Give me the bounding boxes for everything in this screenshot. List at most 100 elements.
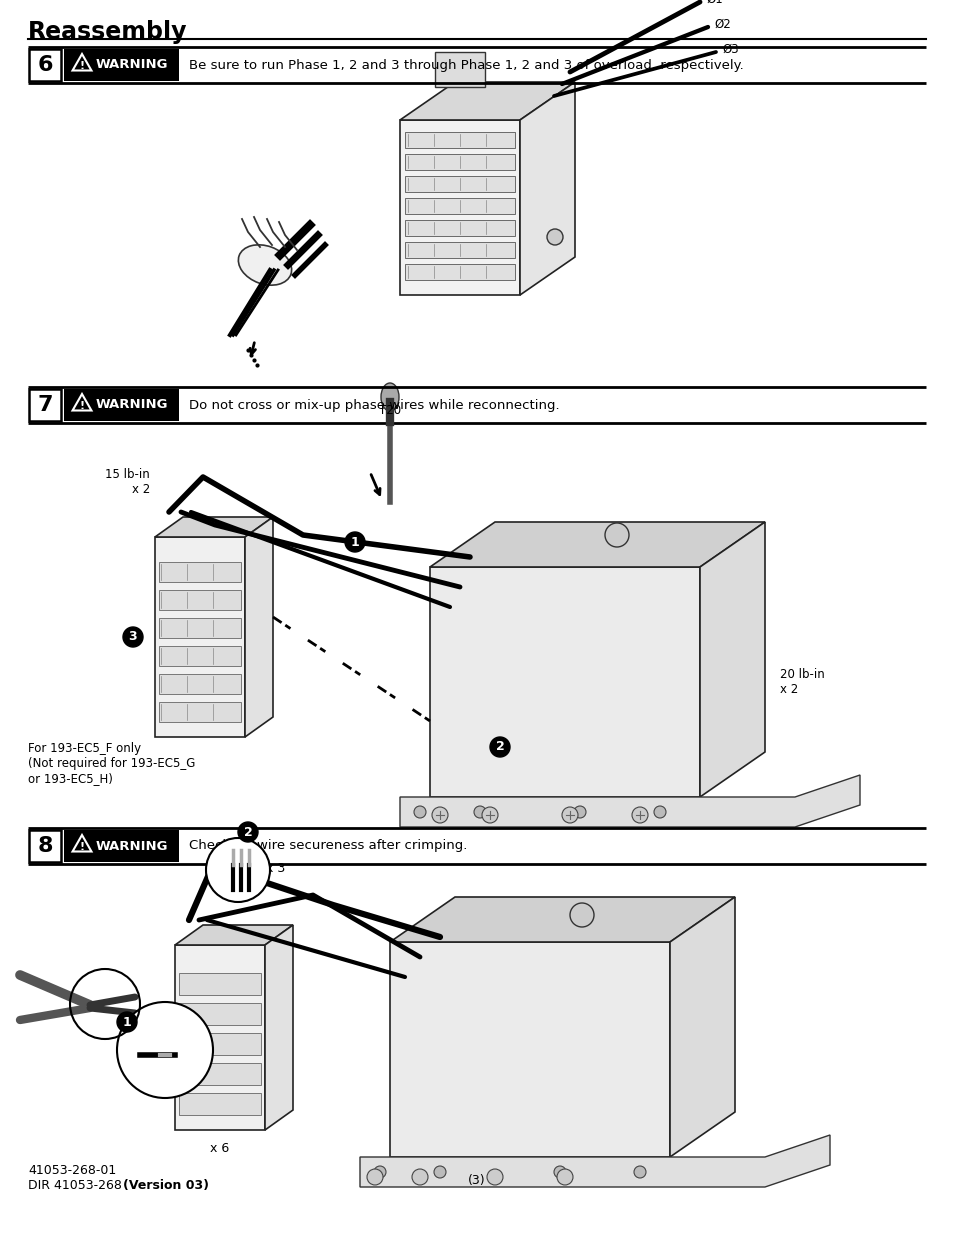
FancyBboxPatch shape (159, 646, 241, 666)
Circle shape (490, 737, 510, 757)
FancyBboxPatch shape (405, 177, 515, 191)
Text: Ø3: Ø3 (721, 42, 738, 56)
Circle shape (634, 1166, 645, 1178)
Text: DIR 41053-268: DIR 41053-268 (28, 1179, 126, 1192)
Text: x 6: x 6 (211, 1141, 230, 1155)
Text: T20: T20 (378, 404, 400, 417)
FancyBboxPatch shape (179, 973, 261, 995)
Circle shape (474, 806, 485, 818)
Text: (Version 03): (Version 03) (123, 1179, 209, 1192)
Circle shape (604, 522, 628, 547)
FancyBboxPatch shape (29, 49, 61, 82)
FancyBboxPatch shape (64, 389, 179, 421)
FancyBboxPatch shape (405, 264, 515, 280)
FancyBboxPatch shape (179, 1003, 261, 1025)
Text: Be sure to run Phase 1, 2 and 3 through Phase 1, 2 and 3 of overload, respective: Be sure to run Phase 1, 2 and 3 through … (189, 58, 743, 72)
Text: 41053-268-01: 41053-268-01 (28, 1165, 116, 1177)
Polygon shape (430, 522, 764, 567)
Ellipse shape (238, 245, 292, 285)
Text: Ø1: Ø1 (705, 0, 722, 5)
Circle shape (345, 532, 365, 552)
FancyBboxPatch shape (435, 52, 484, 86)
Polygon shape (174, 945, 265, 1130)
Text: 8: 8 (37, 836, 52, 856)
Polygon shape (399, 82, 575, 120)
FancyBboxPatch shape (159, 701, 241, 722)
Circle shape (546, 228, 562, 245)
Polygon shape (72, 835, 91, 851)
Text: !: ! (79, 842, 85, 852)
FancyBboxPatch shape (159, 674, 241, 694)
Text: Do not cross or mix-up phase wires while reconnecting.: Do not cross or mix-up phase wires while… (189, 399, 559, 411)
Polygon shape (669, 897, 734, 1157)
Circle shape (569, 903, 594, 927)
Text: (3): (3) (468, 1174, 485, 1187)
Polygon shape (390, 897, 734, 942)
FancyBboxPatch shape (179, 1032, 261, 1055)
FancyBboxPatch shape (64, 830, 179, 862)
Text: 20 lb-in
x 2: 20 lb-in x 2 (780, 668, 824, 697)
Polygon shape (72, 394, 91, 410)
Polygon shape (519, 82, 575, 295)
Text: 1: 1 (351, 536, 359, 548)
FancyBboxPatch shape (159, 590, 241, 610)
Polygon shape (430, 567, 700, 797)
Circle shape (237, 823, 257, 842)
FancyBboxPatch shape (405, 242, 515, 258)
Circle shape (374, 1166, 386, 1178)
Circle shape (654, 806, 665, 818)
Circle shape (117, 1011, 137, 1032)
Polygon shape (399, 776, 859, 827)
Polygon shape (399, 120, 519, 295)
Polygon shape (154, 537, 245, 737)
Text: Check for wire secureness after crimping.: Check for wire secureness after crimping… (189, 840, 467, 852)
Polygon shape (265, 925, 293, 1130)
Ellipse shape (380, 383, 398, 411)
Text: !: ! (79, 61, 85, 70)
FancyBboxPatch shape (159, 562, 241, 582)
FancyBboxPatch shape (64, 49, 179, 82)
Text: 3: 3 (129, 631, 137, 643)
Polygon shape (390, 942, 669, 1157)
FancyBboxPatch shape (405, 220, 515, 236)
Text: !: ! (79, 401, 85, 411)
FancyBboxPatch shape (405, 154, 515, 170)
Text: 6: 6 (37, 56, 52, 75)
Text: WARNING: WARNING (95, 840, 168, 852)
Text: .6 in
(15mm): .6 in (15mm) (141, 1009, 183, 1030)
Polygon shape (359, 1135, 829, 1187)
Circle shape (561, 806, 578, 823)
Circle shape (481, 806, 497, 823)
Text: WARNING: WARNING (95, 399, 168, 411)
FancyBboxPatch shape (405, 198, 515, 214)
FancyBboxPatch shape (405, 132, 515, 148)
Text: Reassembly: Reassembly (28, 20, 188, 44)
Circle shape (574, 806, 585, 818)
Circle shape (412, 1170, 428, 1186)
Circle shape (206, 839, 270, 902)
Circle shape (123, 627, 143, 647)
FancyBboxPatch shape (179, 1063, 261, 1086)
Text: 2: 2 (243, 825, 253, 839)
Circle shape (434, 1166, 446, 1178)
Circle shape (367, 1170, 382, 1186)
Text: For 193-EC5_F only
(Not required for 193-EC5_G
or 193-EC5_H): For 193-EC5_F only (Not required for 193… (28, 742, 195, 785)
FancyBboxPatch shape (29, 830, 61, 862)
Circle shape (432, 806, 448, 823)
Text: 1: 1 (123, 1015, 132, 1029)
Text: 7: 7 (37, 395, 52, 415)
Text: Ø2: Ø2 (713, 17, 730, 31)
Circle shape (631, 806, 647, 823)
Circle shape (557, 1170, 573, 1186)
Polygon shape (245, 517, 273, 737)
FancyBboxPatch shape (159, 618, 241, 638)
FancyBboxPatch shape (179, 1093, 261, 1115)
FancyBboxPatch shape (29, 389, 61, 421)
Circle shape (414, 806, 426, 818)
Text: 15 lb-in
x 2: 15 lb-in x 2 (105, 468, 150, 496)
Text: WARNING: WARNING (95, 58, 168, 72)
Polygon shape (72, 54, 91, 70)
Polygon shape (174, 925, 293, 945)
Text: 2: 2 (496, 741, 504, 753)
Polygon shape (154, 517, 273, 537)
